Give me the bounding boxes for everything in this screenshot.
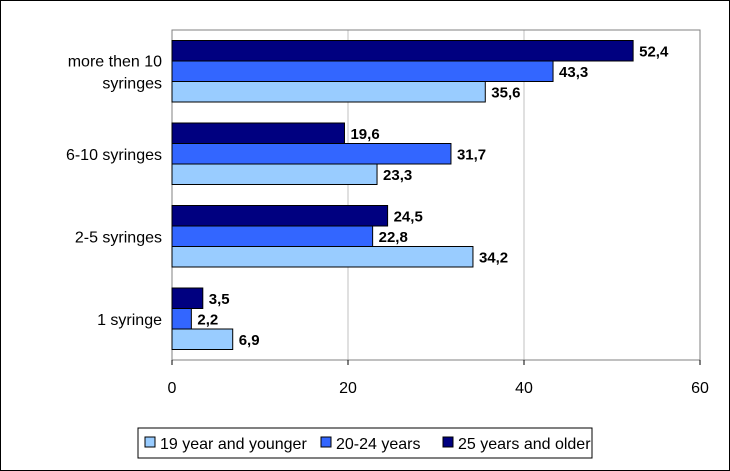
bars-group: [171, 40, 634, 350]
bar: [171, 246, 474, 268]
legend-label: 20-24 years: [336, 436, 421, 453]
plot-area-frame: [171, 29, 701, 361]
data-label: 6,9: [239, 332, 260, 349]
category-label: 1 syringe: [97, 312, 162, 329]
data-label: 52,4: [639, 43, 669, 60]
bar: [171, 308, 192, 330]
bar: [171, 60, 554, 82]
legend-frame: [137, 427, 593, 459]
x-tick-label: 0: [168, 380, 177, 397]
legend-label: 25 years and older: [458, 436, 591, 453]
data-label: 22,8: [379, 229, 408, 246]
bar: [171, 163, 378, 185]
bar: [171, 40, 634, 62]
legend: 19 year and younger 20-24 years 25 years a…: [137, 427, 593, 459]
x-tick-label: 20: [339, 380, 357, 397]
x-axis-ticks-group: 0 20 40 60: [168, 360, 709, 397]
data-label: 24,5: [394, 208, 423, 225]
bar: [171, 122, 345, 144]
x-tick-label: 40: [515, 380, 533, 397]
data-label: 19,6: [350, 126, 379, 143]
legend-swatch: [442, 436, 454, 448]
category-label-line: 1 syringe: [97, 312, 162, 329]
data-label: 23,3: [383, 167, 412, 184]
data-label: 31,7: [457, 146, 486, 163]
bar: [171, 328, 234, 350]
legend-swatch: [320, 436, 332, 448]
category-label: more then 10 syringes: [68, 53, 162, 92]
legend-label: 19 year and younger: [160, 436, 307, 453]
data-label: 35,6: [491, 84, 520, 101]
category-label-line: syringes: [102, 75, 162, 92]
x-tick-label: 60: [691, 380, 709, 397]
category-label-line: more then 10: [68, 53, 162, 70]
data-label: 43,3: [559, 64, 588, 81]
data-labels-group: 52,4 43,3 35,6 19,6 31,7 23,3 24,5 22,8 34,2 3,5 2…: [197, 43, 669, 349]
bar: [171, 225, 374, 247]
category-label: 2-5 syringes: [75, 229, 162, 246]
data-label: 3,5: [209, 291, 230, 308]
bar: [171, 81, 486, 103]
category-label-line: 6-10 syringes: [66, 147, 162, 164]
bar: [171, 143, 452, 165]
data-label: 2,2: [197, 311, 218, 328]
bar: [171, 287, 204, 309]
category-label-line: 2-5 syringes: [75, 229, 162, 246]
category-label: 6-10 syringes: [66, 147, 162, 164]
legend-swatch: [144, 436, 156, 448]
category-labels-group: more then 10 syringes 6-10 syringes 2-5 syr…: [66, 53, 162, 329]
data-label: 34,2: [479, 249, 508, 266]
bar: [171, 205, 389, 227]
